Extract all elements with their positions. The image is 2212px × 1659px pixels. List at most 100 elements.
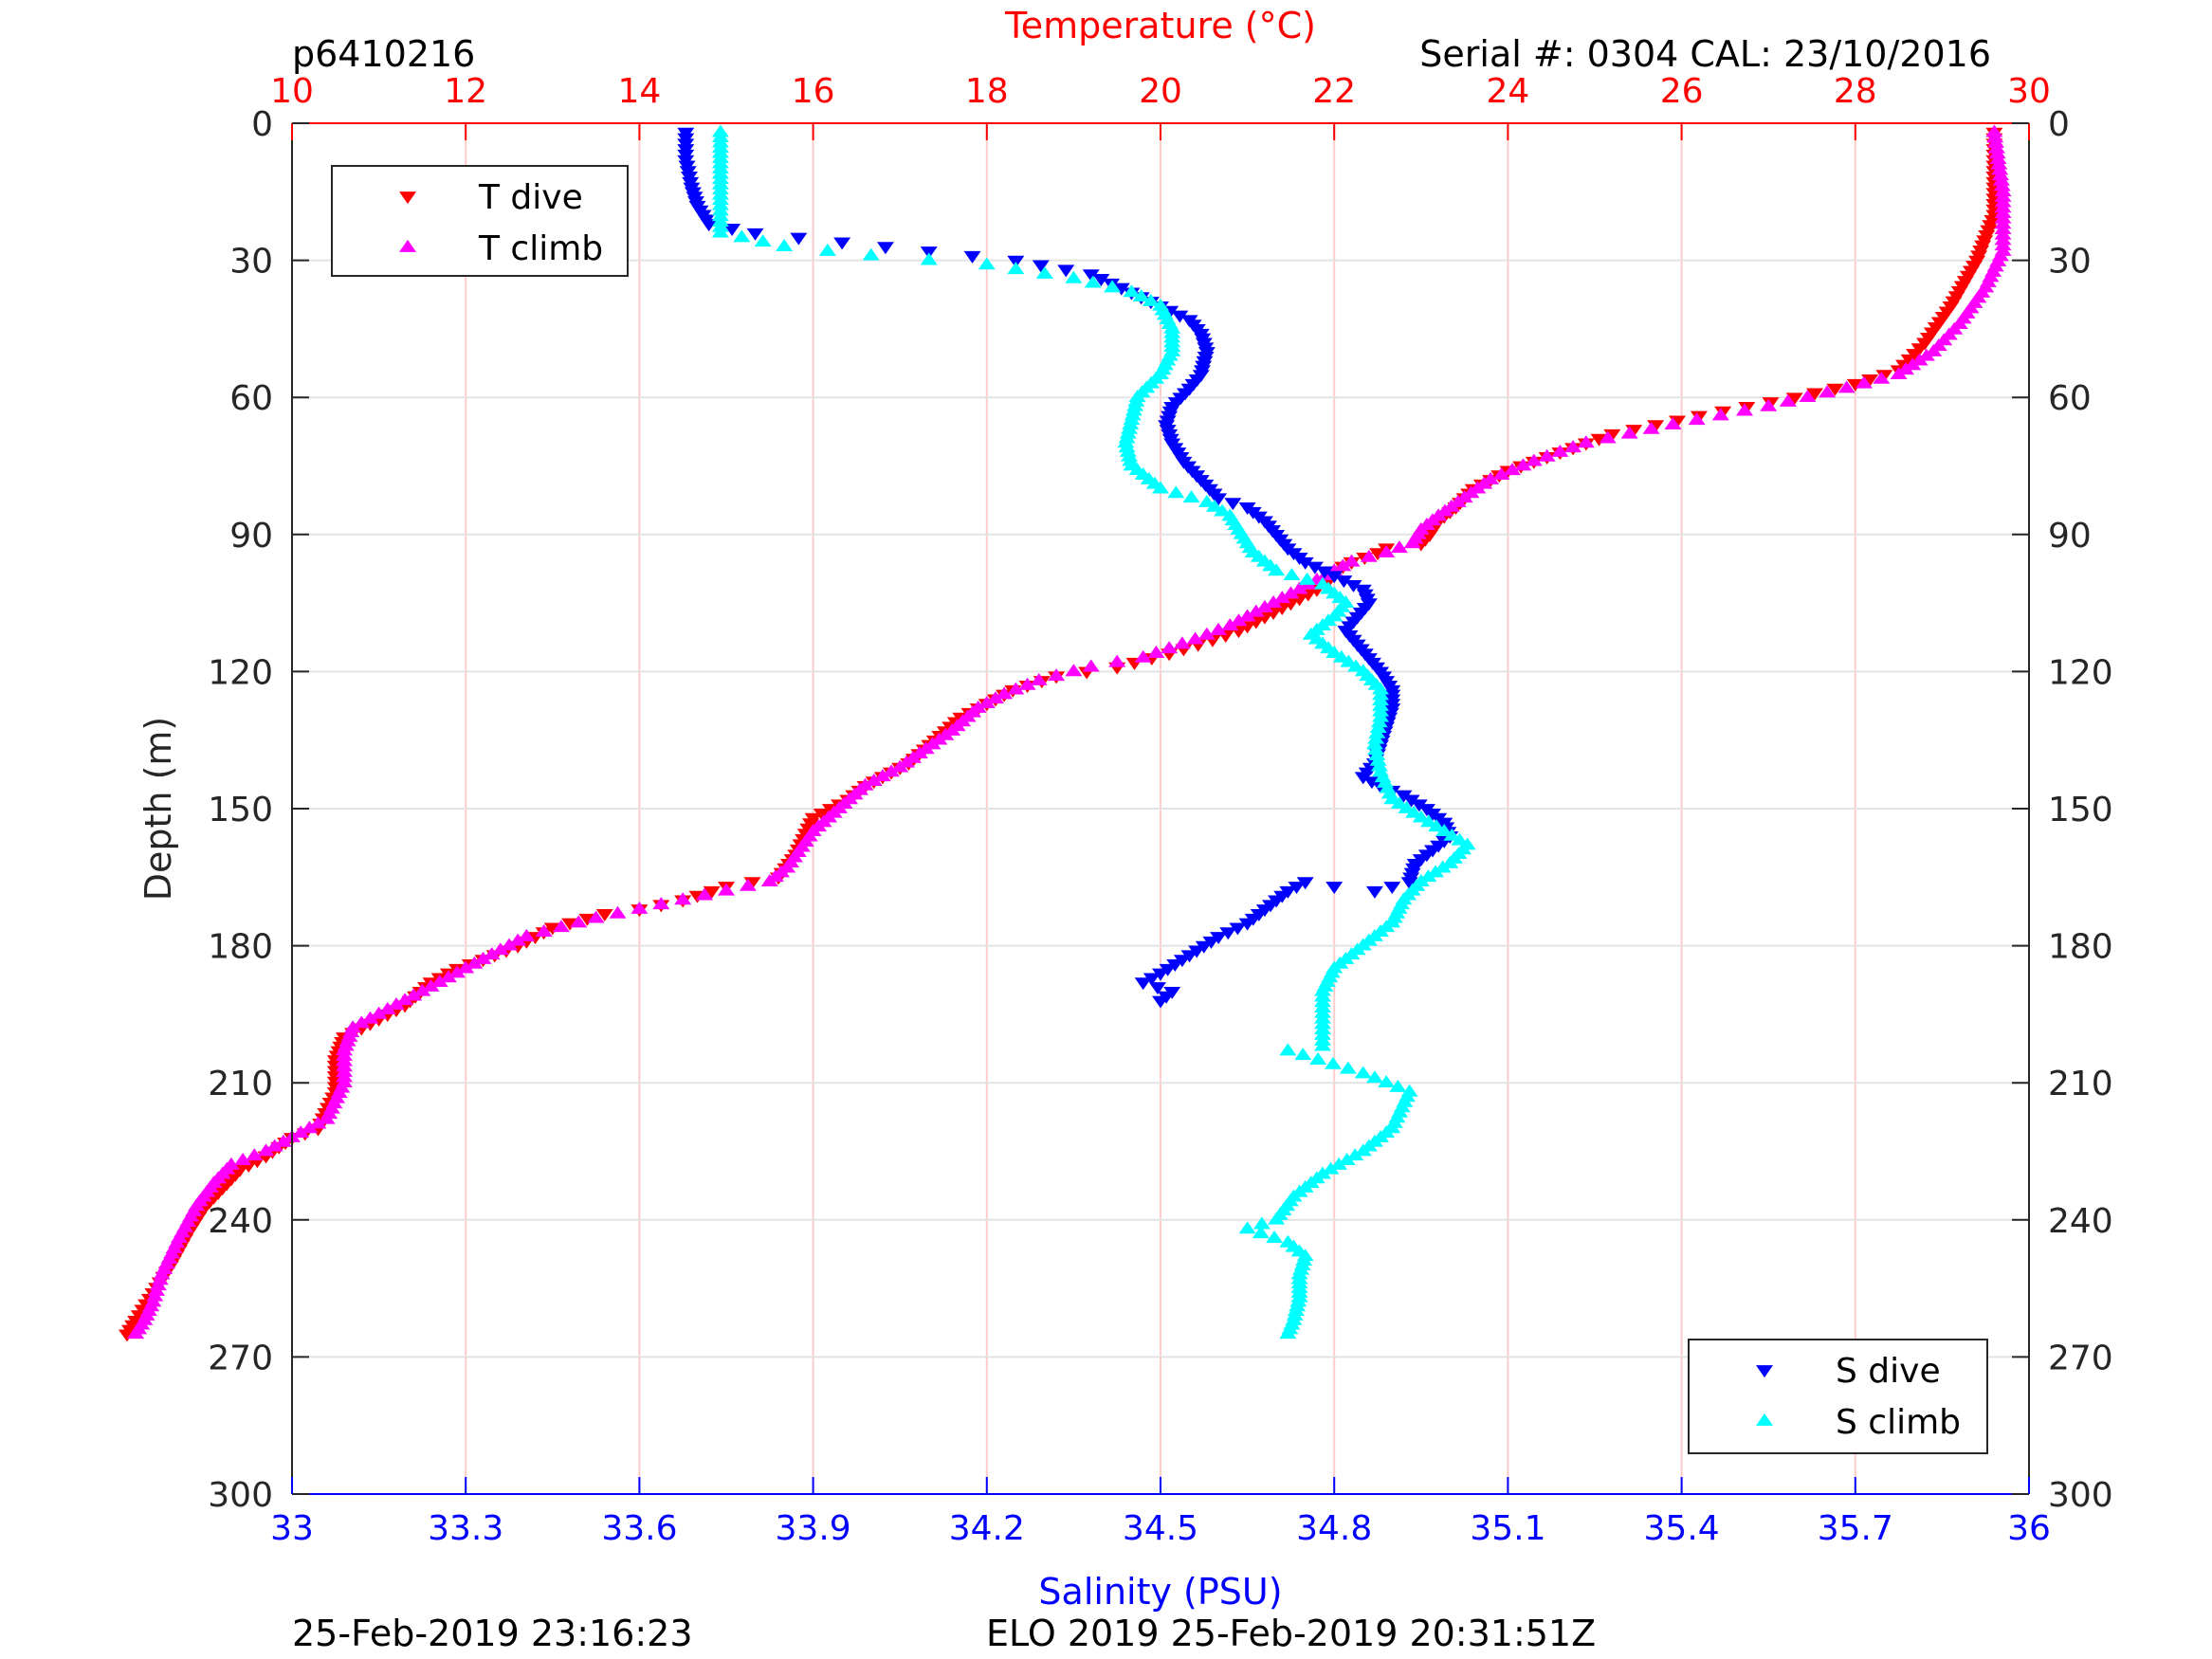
salinity-tick-label: 33.9 — [776, 1509, 851, 1548]
data-point — [1564, 440, 1582, 453]
data-point — [1147, 646, 1165, 658]
data-point — [1282, 586, 1300, 599]
legend-label-s-climb: S climb — [1836, 1403, 1961, 1442]
data-point — [883, 764, 901, 777]
data-point — [1992, 168, 2010, 181]
data-point — [1760, 398, 1778, 411]
data-point — [963, 250, 981, 264]
data-point — [1736, 403, 1754, 416]
salinity-tick-label: 33.6 — [601, 1509, 677, 1548]
data-point — [1252, 1226, 1270, 1239]
data-point — [552, 920, 570, 933]
data-point — [1990, 156, 2008, 170]
data-point — [1378, 1075, 1396, 1088]
data-point — [1167, 485, 1185, 499]
data-point — [1369, 548, 1386, 561]
series-s-climb — [711, 124, 1476, 1340]
data-point — [1171, 310, 1189, 323]
data-point — [1370, 715, 1388, 728]
data-point — [631, 901, 649, 914]
data-point — [1988, 146, 2006, 159]
data-point — [1296, 877, 1314, 890]
data-point — [1007, 262, 1025, 275]
data-point — [754, 234, 772, 247]
axes-layer: 10 12 14 16 18 20 22 24 26 28 30 33 33.3 33.6 33.9 34.2… — [208, 72, 2112, 1548]
data-point — [1104, 280, 1122, 293]
temperature-tick-label: 10 — [270, 72, 314, 111]
depth-tick-label-left: 180 — [208, 928, 273, 967]
data-point — [1238, 609, 1256, 622]
temperature-tick-label: 18 — [965, 72, 1009, 111]
data-point — [483, 947, 501, 960]
data-point — [1306, 561, 1324, 574]
data-point — [1082, 269, 1100, 283]
salinity-tick-label: 34.2 — [949, 1509, 1025, 1548]
data-point — [1142, 293, 1160, 306]
data-point — [1265, 595, 1283, 608]
data-point — [1210, 622, 1228, 635]
data-point — [1266, 1230, 1284, 1243]
data-point — [1339, 1061, 1357, 1074]
data-point — [1112, 283, 1130, 296]
data-point — [1268, 563, 1286, 576]
data-point — [1383, 882, 1401, 895]
data-point — [733, 229, 751, 243]
depth-tick-label-left: 30 — [229, 243, 273, 282]
data-point — [561, 918, 579, 931]
temperature-tick-label: 14 — [617, 72, 661, 111]
data-point — [978, 696, 996, 708]
data-point — [1148, 982, 1166, 995]
data-point — [1620, 426, 1638, 439]
series-layer — [118, 124, 2012, 1342]
data-point — [1205, 499, 1223, 512]
data-point — [1873, 371, 1891, 384]
data-point — [718, 883, 735, 896]
data-point — [1152, 481, 1169, 494]
data-point — [378, 1001, 396, 1014]
data-point — [257, 1143, 275, 1157]
data-point — [920, 252, 938, 265]
data-point — [1030, 672, 1048, 685]
data-point — [274, 1134, 292, 1147]
data-point — [1214, 503, 1232, 517]
temperature-tick-label: 26 — [1660, 72, 1704, 111]
temperature-tick-label: 30 — [2007, 72, 2051, 111]
salinity-tick-label: 33 — [270, 1509, 314, 1548]
data-point — [234, 1153, 252, 1165]
data-point — [1057, 264, 1075, 278]
data-point — [1503, 463, 1521, 476]
data-point — [570, 915, 588, 928]
temperature-tick-label: 22 — [1312, 72, 1356, 111]
data-point — [1182, 490, 1200, 503]
data-point — [1048, 668, 1066, 682]
depth-tick-label-right: 150 — [2048, 791, 2113, 830]
salinity-tick-label: 34.8 — [1296, 1509, 1372, 1548]
temperature-legend: T dive T climb — [331, 165, 629, 277]
data-point — [1230, 613, 1248, 627]
data-point — [1367, 731, 1385, 744]
series-t-climb — [127, 124, 2012, 1340]
data-point — [1370, 758, 1388, 772]
depth-tick-label-left: 240 — [208, 1202, 273, 1241]
legend-label-t-dive: T dive — [478, 178, 583, 217]
legend-marker-s-climb — [1756, 1413, 1773, 1426]
data-point — [1197, 627, 1216, 640]
data-point — [501, 938, 518, 951]
data-point — [1986, 130, 2004, 143]
data-point — [818, 243, 836, 256]
data-point — [700, 219, 718, 232]
data-point — [891, 759, 909, 773]
data-point — [578, 913, 596, 926]
data-point — [457, 960, 475, 974]
data-point — [1395, 790, 1413, 803]
data-point — [1987, 135, 2005, 148]
data-point — [1779, 393, 1797, 407]
data-point — [1288, 882, 1306, 895]
legend-box — [1688, 1339, 1988, 1454]
footer-mission-info: ELO 2019 25-Feb-2019 20:31:51Z — [986, 1613, 1596, 1654]
data-point — [1330, 1157, 1348, 1170]
data-point — [1132, 289, 1150, 302]
data-point — [746, 228, 764, 241]
data-point — [1354, 1143, 1372, 1157]
data-point — [1443, 828, 1461, 841]
